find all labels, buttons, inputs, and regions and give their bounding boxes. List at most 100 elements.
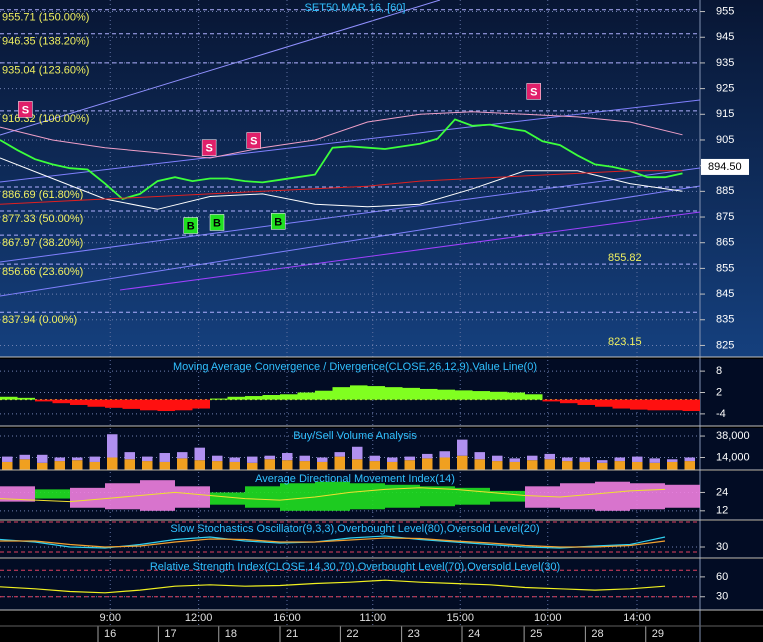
y-tick-label: 945 <box>716 31 734 43</box>
volume-bar <box>579 461 590 470</box>
volume-bar <box>317 461 328 470</box>
volume-bar <box>229 457 240 462</box>
signal-label: B <box>274 216 282 228</box>
y-tick-label: 24 <box>716 486 728 498</box>
price-line <box>0 170 683 205</box>
y-tick-label: 30 <box>716 591 728 603</box>
macd-bar <box>0 396 18 400</box>
macd-bar <box>612 399 630 409</box>
di-spread <box>175 486 210 508</box>
volume-bar <box>509 461 520 470</box>
macd-bar <box>385 387 403 400</box>
volume-bar <box>352 446 363 460</box>
signal-marker <box>201 139 217 156</box>
volume-bar <box>159 453 170 462</box>
volume-bar <box>597 462 608 470</box>
volume-bar <box>107 457 118 470</box>
main-panel <box>0 0 763 357</box>
macd-bar <box>367 386 385 400</box>
time-tick-label: 16:00 <box>273 612 301 624</box>
di-spread <box>35 489 70 499</box>
y-tick-label: 875 <box>716 211 734 223</box>
volume-bar <box>334 456 345 470</box>
time-tick-label: 15:00 <box>446 612 474 624</box>
panel-title: SET50 MAR 16, [60] <box>305 2 406 14</box>
macd-bar <box>402 387 420 400</box>
macd-bar <box>682 399 700 412</box>
volume-bar <box>649 458 660 463</box>
y-tick-label: 2 <box>716 386 722 398</box>
volume-bar <box>124 452 135 460</box>
signal-marker <box>246 132 261 149</box>
volume-bar <box>264 459 275 470</box>
macd-bar <box>140 399 158 411</box>
volume-bar <box>422 453 433 459</box>
macd-bar <box>665 399 683 411</box>
signal-marker <box>209 214 225 231</box>
panel-title: Average Directional Movement Index(14) <box>255 473 455 485</box>
macd-bar <box>595 399 613 407</box>
volume-bar <box>614 461 625 470</box>
volume-bar <box>649 462 660 470</box>
date-tick-label: 29 <box>652 628 664 640</box>
signal-label: S <box>530 86 537 98</box>
macd-bar <box>507 392 525 400</box>
volume-bar <box>457 455 468 470</box>
macd-bar <box>630 399 648 410</box>
volume-bar <box>37 462 48 470</box>
volume-bar <box>562 457 573 462</box>
volume-bar <box>404 456 415 461</box>
di-spread <box>140 480 175 511</box>
volume-bar <box>299 461 310 470</box>
macd-bar <box>157 399 175 412</box>
di-spread <box>420 486 455 507</box>
y-tick-label: 935 <box>716 57 734 69</box>
volume-bar <box>19 459 30 470</box>
di-spread <box>455 487 490 505</box>
macd-bar <box>490 391 508 400</box>
volume-bar <box>544 459 555 470</box>
time-tick-label: 11:00 <box>359 612 386 624</box>
y-tick-label: 8 <box>716 365 722 377</box>
y-tick-label: 955 <box>716 5 734 17</box>
fib-label: 837.94 (0.00%) <box>2 314 77 326</box>
time-tick-label: 10:00 <box>534 612 562 624</box>
time-tick-label: 14:00 <box>623 612 651 624</box>
macd-bar <box>35 399 53 402</box>
macd-bar <box>122 399 140 409</box>
volume-bar <box>579 457 590 462</box>
di-spread <box>385 484 420 508</box>
date-tick-label: 17 <box>164 628 176 640</box>
fib-label: 856.66 (23.60%) <box>2 266 83 278</box>
price-note: 823.15 <box>608 336 642 348</box>
volume-bar <box>72 460 83 470</box>
di-spread <box>665 484 700 508</box>
macd-bar <box>192 399 210 409</box>
volume-bar <box>474 452 485 460</box>
volume-bar <box>544 453 555 460</box>
volume-bar <box>212 461 223 470</box>
volume-bar <box>54 461 65 470</box>
trend-line <box>119 211 701 291</box>
macd-bar <box>87 399 105 407</box>
y-tick-label: 825 <box>716 339 734 351</box>
volume-bar <box>527 460 538 470</box>
volume-bar <box>299 455 310 462</box>
fib-label: 916.32 (100.00%) <box>2 113 89 125</box>
macd-bar <box>350 385 368 400</box>
y-tick-label: 12 <box>716 505 728 517</box>
volume-bar <box>684 457 695 462</box>
volume-bar <box>2 461 13 470</box>
volume-bar <box>124 459 135 470</box>
volume-bar <box>474 459 485 470</box>
macd-bar <box>437 389 455 400</box>
volume-bar <box>212 455 223 462</box>
macd-bar <box>560 399 578 404</box>
macd-bar <box>210 398 228 400</box>
signal-label: B <box>187 220 195 232</box>
macd-bar <box>280 394 298 400</box>
volume-bar <box>509 458 520 462</box>
volume-bar <box>369 455 380 462</box>
signal-marker <box>18 101 33 118</box>
